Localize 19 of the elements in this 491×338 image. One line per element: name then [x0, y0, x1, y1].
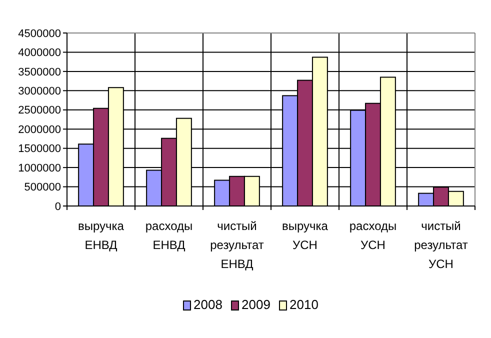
x-tick-label: выручка ЕНВД — [78, 219, 124, 252]
y-tick-label: 3000000 — [18, 86, 61, 98]
y-tick-label: 4000000 — [18, 47, 61, 60]
y-tick-label: 4500000 — [18, 28, 61, 40]
x-tick-label: чистый результат УСН — [414, 219, 468, 271]
x-tick-label: расходы УСН — [349, 219, 397, 252]
legend-label: 2009 — [242, 297, 270, 312]
legend-label: 2010 — [290, 297, 318, 312]
y-tick-label: 3500000 — [18, 66, 61, 78]
y-tick-label: 2500000 — [18, 104, 61, 117]
x-tick-label: выручка УСН — [282, 219, 328, 252]
x-tick-label: расходы ЕНВД — [145, 219, 193, 252]
legend-label: 2008 — [194, 297, 222, 312]
y-tick-label: 1000000 — [18, 162, 61, 174]
y-tick-label: 0 — [54, 200, 61, 213]
y-tick-label: 1500000 — [18, 143, 61, 156]
y-tick-label: 500000 — [24, 182, 61, 194]
y-tick-label: 2000000 — [18, 124, 61, 136]
x-tick-label: чистый результат ЕНВД — [210, 219, 264, 271]
